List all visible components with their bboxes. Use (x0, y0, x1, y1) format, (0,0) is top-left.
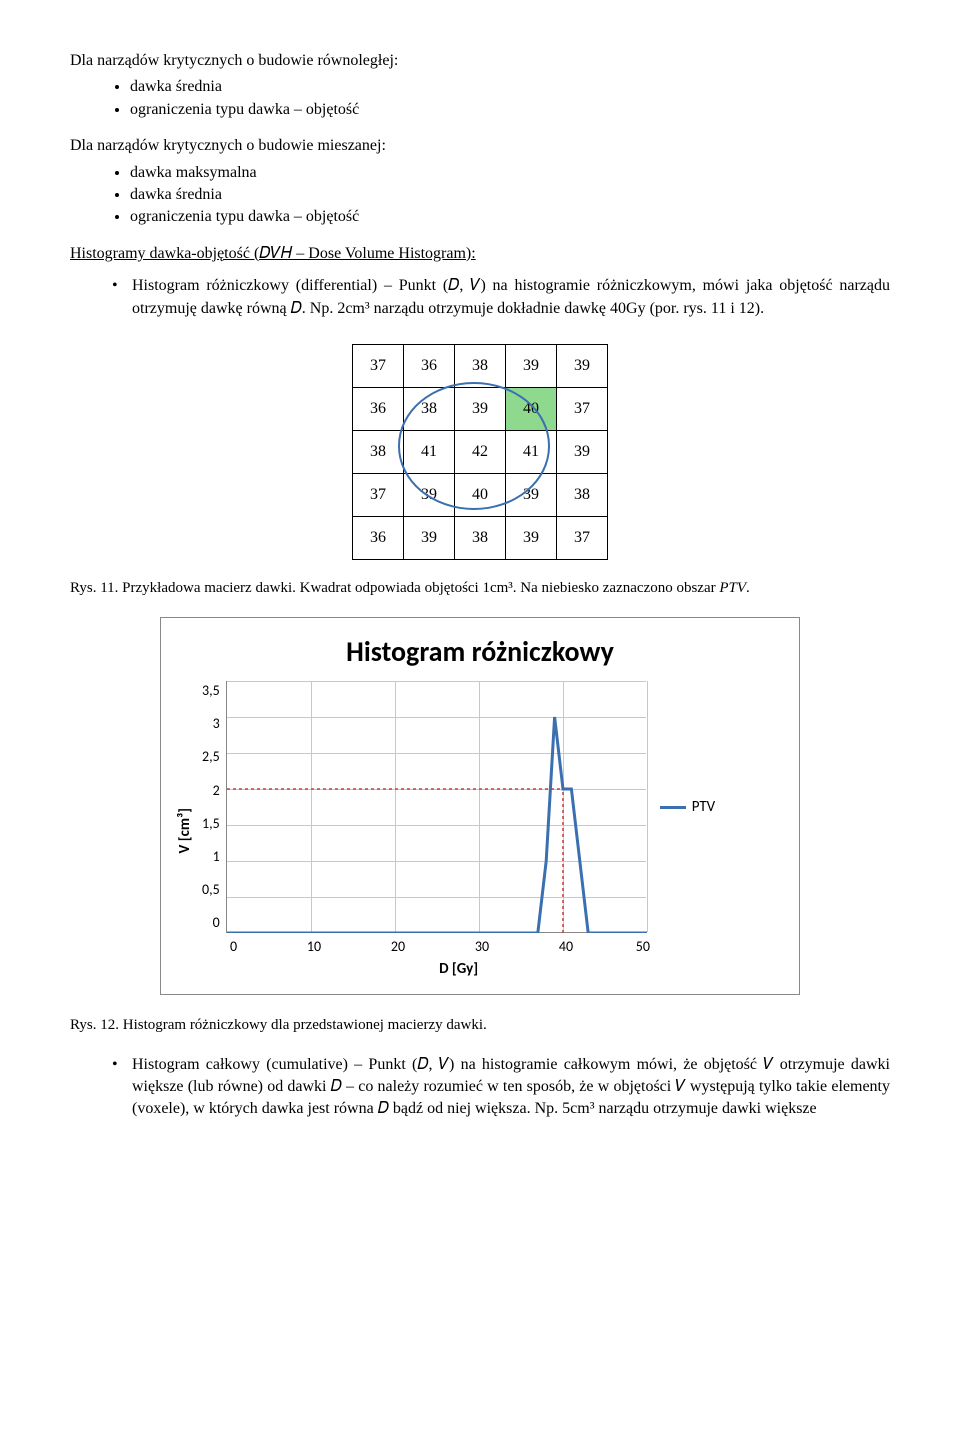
matrix-cell: 38 (455, 344, 506, 387)
matrix-cell: 42 (455, 430, 506, 473)
matrix-cell: 38 (404, 387, 455, 430)
chart-plot-area (226, 681, 646, 933)
matrix-cell: 39 (557, 344, 608, 387)
cum-bullet: • Histogram całkowy (cumulative) – Punkt… (112, 1054, 890, 1121)
matrix-cell: 39 (404, 473, 455, 516)
matrix-cell: 38 (455, 516, 506, 559)
matrix-cell: 39 (557, 430, 608, 473)
bullet: dawka maksymalna (130, 162, 890, 184)
bullet: ograniczenia typu dawka – objętość (130, 99, 890, 121)
chart-xticks: 01020304050 (230, 937, 658, 957)
matrix-cell: 39 (506, 516, 557, 559)
section-heading: Histogramy dawka-objętość (𝐷𝑉𝐻 – Dose Vo… (70, 243, 890, 265)
bullet: ograniczenia typu dawka – objętość (130, 206, 890, 228)
chart-title: Histogram różniczkowy (175, 632, 785, 671)
intro-p1: Dla narządów krytycznych o budowie równo… (70, 50, 890, 72)
matrix-cell: 37 (353, 473, 404, 516)
chart-histogram-diff: Histogram różniczkowy V [cm³] 3,532,521,… (160, 617, 800, 995)
matrix-cell: 39 (506, 473, 557, 516)
matrix-cell: 40 (455, 473, 506, 516)
matrix-cell: 38 (353, 430, 404, 473)
matrix-cell: 36 (353, 387, 404, 430)
chart-ylabel: V [cm³] (175, 808, 196, 854)
chart-yticks: 3,532,521,510,50 (202, 681, 226, 933)
matrix-cell: 36 (404, 344, 455, 387)
matrix-cell: 39 (455, 387, 506, 430)
matrix-cell: 41 (404, 430, 455, 473)
matrix-cell: 39 (506, 344, 557, 387)
intro-list-2: dawka maksymalna dawka średnia ogranicze… (70, 162, 890, 229)
matrix-cell: 37 (557, 516, 608, 559)
bullet: dawka średnia (130, 184, 890, 206)
chart-legend: PTV (660, 681, 716, 933)
diff-bullet: • Histogram różniczkowy (differential) –… (112, 275, 890, 320)
matrix-cell: 37 (557, 387, 608, 430)
matrix-cell: 39 (404, 516, 455, 559)
matrix-cell: 37 (353, 344, 404, 387)
matrix-cell: 38 (557, 473, 608, 516)
matrix-cell: 40 (506, 387, 557, 430)
figure-caption-12: Rys. 12. Histogram różniczkowy dla przed… (70, 1015, 890, 1036)
intro-p2: Dla narządów krytycznych o budowie miesz… (70, 135, 890, 157)
figure-caption-11: Rys. 11. Przykładowa macierz dawki. Kwad… (70, 578, 890, 599)
matrix-cell: 41 (506, 430, 557, 473)
bullet: dawka średnia (130, 76, 890, 98)
intro-list-1: dawka średnia ograniczenia typu dawka – … (70, 76, 890, 121)
matrix-figure: 3736383939363839403738414241393739403938… (70, 344, 890, 560)
chart-xlabel: D [Gy] (202, 959, 715, 980)
matrix-cell: 36 (353, 516, 404, 559)
